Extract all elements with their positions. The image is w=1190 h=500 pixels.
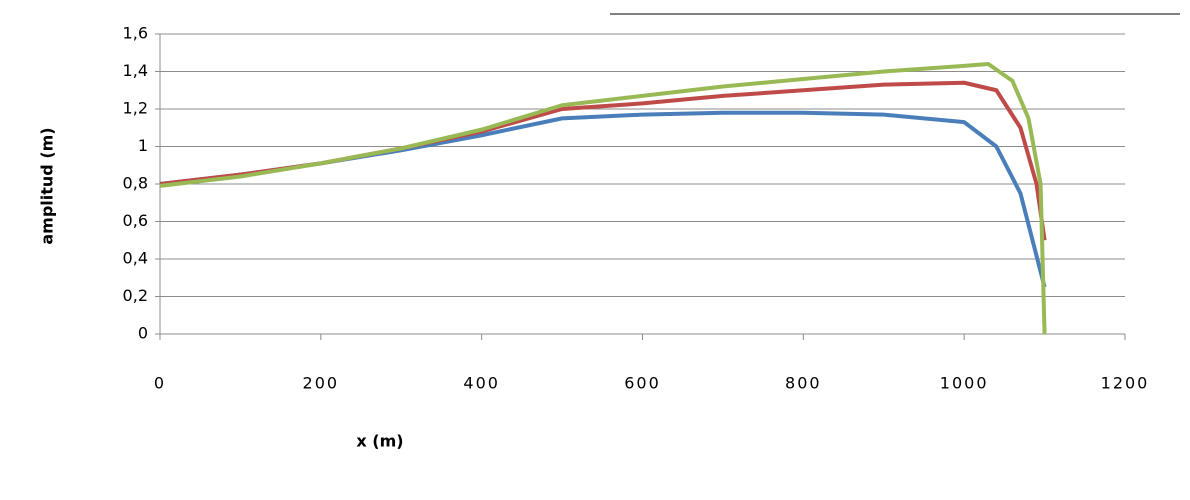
x-axis-title: x (m) — [356, 432, 403, 451]
line-series — [159, 80, 1047, 241]
y-tick-label: 0,6 — [123, 211, 148, 230]
y-tick-label: 1 — [138, 136, 148, 155]
y-tick-label: 0 — [138, 324, 148, 343]
x-tick-label: 1000 — [940, 374, 989, 393]
line-series — [159, 62, 1047, 335]
x-tick-label: 400 — [463, 374, 500, 393]
x-tick-label: 200 — [303, 374, 340, 393]
y-tick-label: 0,2 — [123, 286, 148, 305]
line-series — [159, 110, 1047, 288]
y-tick-label: 1,4 — [123, 61, 148, 80]
y-tick-label: 1,6 — [123, 24, 148, 43]
x-tick-label: 1200 — [1101, 374, 1150, 393]
x-tick-label: 800 — [785, 374, 822, 393]
x-tick-label: 0 — [154, 374, 166, 393]
y-tick-label: 1,2 — [123, 99, 148, 118]
x-tick-label: 600 — [624, 374, 661, 393]
y-tick-label: 0,4 — [123, 249, 148, 268]
y-axis-title: amplitud (m) — [38, 127, 57, 244]
y-tick-label: 0,8 — [123, 174, 148, 193]
